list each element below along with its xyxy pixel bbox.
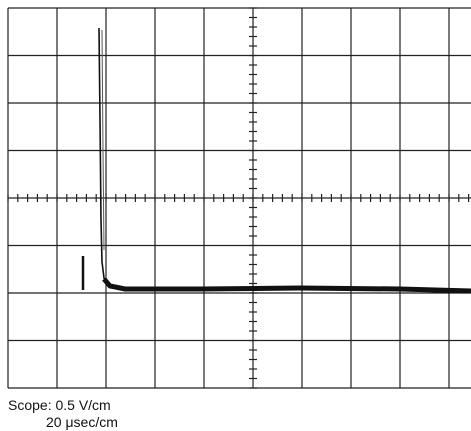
caption-scale: Scope: 0.5 V/cm [8,397,111,413]
scope-figure: Scope: 0.5 V/cm 20 μsec/cm [0,0,471,431]
trace-thick [104,279,471,291]
caption-time: 20 μsec/cm [46,414,118,430]
page: {"caption": {"line1": "Scope: 0.5 V/cm",… [0,0,471,431]
graticule [8,8,471,388]
trace-bright-edge [102,30,104,250]
